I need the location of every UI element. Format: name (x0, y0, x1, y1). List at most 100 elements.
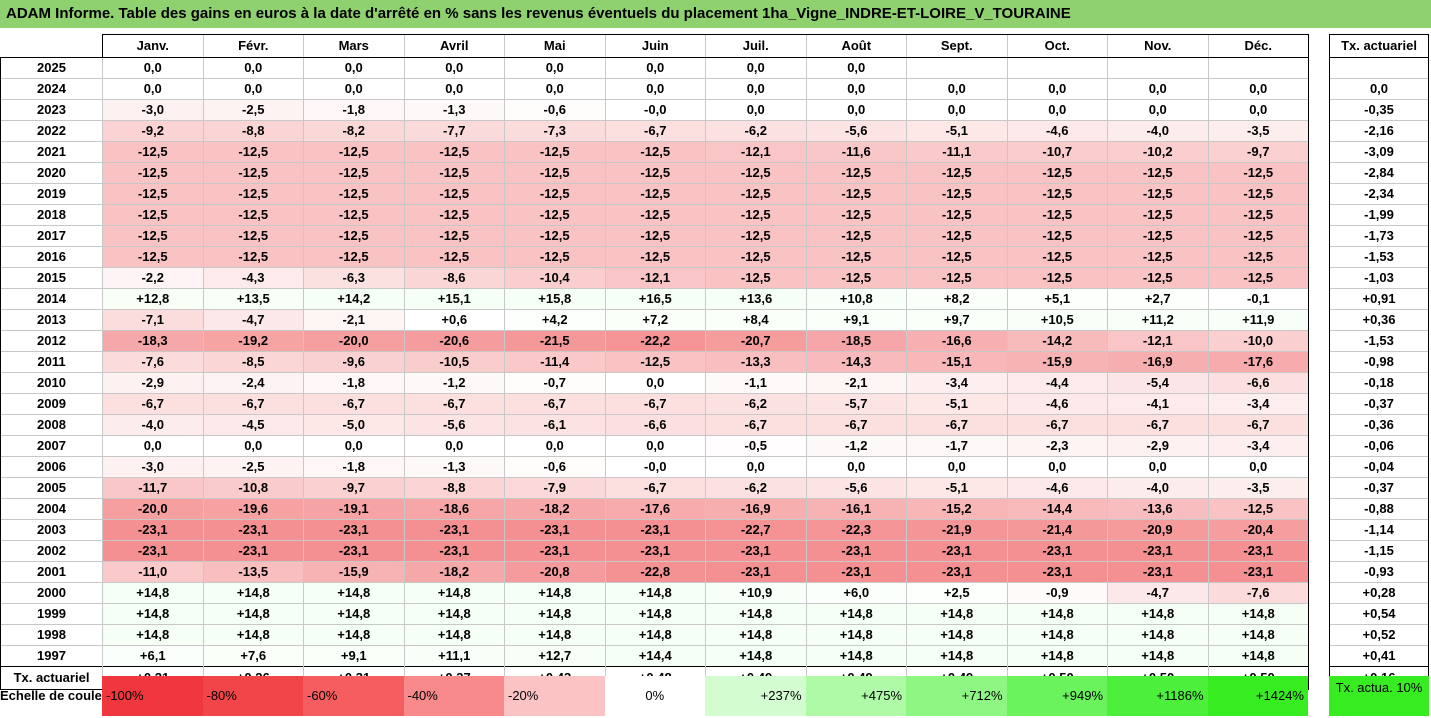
year-label: 2009 (0, 393, 103, 415)
gain-cell: -23,1 (1006, 561, 1108, 583)
table-row: 2022 -9,2 -8,8 -8,2 -7,7 -7,3 -6,7 -6,2 -5,6 -5,1… (0, 120, 1309, 142)
gain-cell: -10,4 (504, 267, 605, 289)
gain-cell: -23,1 (1207, 540, 1309, 562)
gain-cell: -5,1 (906, 120, 1007, 142)
table-row: 1999 +14,8 +14,8 +14,8 +14,8 +14,8 +14,8 +14,8 +… (0, 603, 1309, 625)
gain-cell: -12,5 (102, 246, 203, 268)
color-scale-swatch: +1424% (1207, 676, 1308, 716)
gain-cell: -12,5 (504, 183, 605, 205)
tx-actuariel-cell: -1,03 (1329, 267, 1429, 289)
table-row: 2021 -12,5 -12,5 -12,5 -12,5 -12,5 -12,5 -12,1-… (0, 141, 1309, 163)
gain-cell: 0,0 (303, 57, 404, 79)
month-header: Janv. (102, 34, 203, 58)
tx-actuariel-header: Tx. actuariel (1329, 34, 1429, 58)
gain-cell: -12,5 (1207, 162, 1309, 184)
gain-cell: 0,0 (1006, 78, 1108, 100)
gain-cell: -7,6 (102, 351, 203, 373)
gain-cell: -12,5 (102, 225, 203, 247)
gain-cell: -4,0 (1107, 477, 1208, 499)
table-row: -2,84 (1329, 162, 1429, 184)
gain-cell: -3,0 (102, 456, 203, 478)
gain-cell: -5,7 (805, 393, 907, 415)
month-header: Sept. (906, 34, 1007, 58)
color-scale-swatch: -20% (504, 676, 605, 716)
gain-cell: -12,1 (604, 267, 706, 289)
gain-cell: -6,3 (303, 267, 404, 289)
gain-cell: -1,3 (403, 99, 505, 121)
year-label: 2023 (0, 99, 103, 121)
gain-cell: -12,5 (403, 141, 505, 163)
tx-actuariel-cell: +0,28 (1329, 582, 1429, 604)
table-row: -1,15 (1329, 540, 1429, 562)
gain-cell: -22,7 (705, 519, 806, 541)
gain-cell: -3,4 (906, 372, 1007, 394)
gain-cell: 0,0 (202, 435, 304, 457)
gain-cell: -18,5 (805, 330, 907, 352)
gain-cell: +6,0 (805, 582, 907, 604)
gain-cell: -2,5 (202, 456, 304, 478)
gain-cell: -0,5 (705, 435, 806, 457)
gain-cell: 0,0 (604, 435, 706, 457)
gain-cell: 0,0 (403, 57, 505, 79)
table-row: -0,37 (1329, 393, 1429, 415)
gain-cell: 0,0 (906, 456, 1007, 478)
gain-cell: 0,0 (202, 57, 304, 79)
table-row: -0,98 (1329, 351, 1429, 373)
tx-actuariel-cell (1329, 57, 1429, 79)
gain-cell: -23,1 (705, 540, 806, 562)
gain-cell: -23,1 (604, 519, 706, 541)
gain-cell: -16,1 (805, 498, 907, 520)
gain-cell: +14,8 (102, 624, 203, 646)
table-row: 2001 -11,0 -13,5 -15,9 -18,2 -20,8 -22,8 -23,1-… (0, 561, 1309, 583)
year-label: 2016 (0, 246, 103, 268)
gain-cell: -4,4 (1006, 372, 1108, 394)
tx-actuariel-cell: 0,0 (1329, 78, 1429, 100)
gain-cell: +14,8 (705, 645, 806, 667)
gain-cell: 0,0 (102, 435, 203, 457)
gain-cell: -4,7 (202, 309, 304, 331)
month-header: Août (805, 34, 907, 58)
gain-cell: 0,0 (705, 57, 806, 79)
year-label: 1998 (0, 624, 103, 646)
year-label: 2012 (0, 330, 103, 352)
gain-cell: -18,3 (102, 330, 203, 352)
gain-cell: -23,1 (604, 540, 706, 562)
gain-cell: -15,1 (906, 351, 1007, 373)
gain-cell: +14,2 (303, 288, 404, 310)
gain-cell: -7,6 (1207, 582, 1309, 604)
year-label: 2020 (0, 162, 103, 184)
gain-cell: -12,5 (906, 267, 1007, 289)
gain-cell: -6,7 (202, 393, 304, 415)
gain-cell: -1,8 (303, 456, 404, 478)
gain-cell: -11,0 (102, 561, 203, 583)
gain-cell: -12,5 (604, 183, 706, 205)
gain-cell: 0,0 (705, 99, 806, 121)
table-row: 2004 -20,0 -19,6 -19,1 -18,6 -18,2 -17,6 -16,9-… (0, 498, 1309, 520)
gain-cell: -12,5 (604, 141, 706, 163)
gain-cell: -12,5 (1107, 225, 1208, 247)
gain-cell: -9,2 (102, 120, 203, 142)
gain-cell: +9,7 (906, 309, 1007, 331)
gain-cell: +14,8 (1006, 645, 1108, 667)
gain-cell: -2,9 (1107, 435, 1208, 457)
gain-cell: -0,0 (604, 456, 706, 478)
tx-actuariel-cell: +0,36 (1329, 309, 1429, 331)
table-row: -1,03 (1329, 267, 1429, 289)
legend-tx-actua: Tx. actua. 10% (1329, 676, 1429, 716)
gain-cell: -12,5 (504, 225, 605, 247)
gain-cell: 0,0 (705, 78, 806, 100)
year-label: 2019 (0, 183, 103, 205)
gain-cell: -12,5 (102, 141, 203, 163)
gain-cell: -12,5 (1107, 204, 1208, 226)
year-label: 2001 (0, 561, 103, 583)
gain-cell: 0,0 (202, 78, 304, 100)
gain-cell: -12,5 (906, 162, 1007, 184)
table-row: -3,09 (1329, 141, 1429, 163)
table-row: -0,37 (1329, 477, 1429, 499)
gain-cell: -12,5 (303, 162, 404, 184)
gain-cell: -19,2 (202, 330, 304, 352)
gain-cell: -12,5 (403, 183, 505, 205)
table-row: +0,36 (1329, 309, 1429, 331)
tx-actuariel-cell: -1,15 (1329, 540, 1429, 562)
gain-cell: -3,4 (1207, 393, 1309, 415)
